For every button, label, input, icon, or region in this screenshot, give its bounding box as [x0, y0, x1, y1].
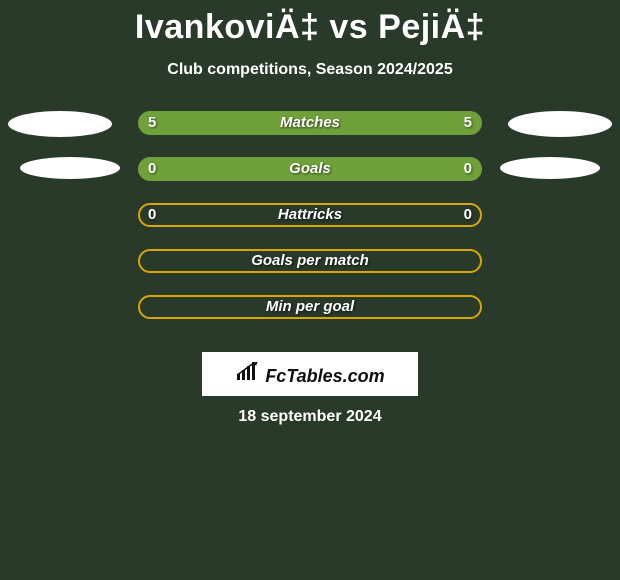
player-left-marker — [20, 157, 120, 179]
chart-icon — [235, 362, 261, 382]
page-subtitle: Club competitions, Season 2024/2025 — [0, 61, 620, 79]
stat-row: Hattricks00 — [0, 203, 620, 249]
stat-row: Goals per match — [0, 249, 620, 295]
stat-bar — [138, 295, 482, 319]
stat-row: Matches55 — [0, 111, 620, 157]
page-title: IvankoviÄ‡ vs PejiÄ‡ — [0, 0, 620, 47]
stat-row: Goals00 — [0, 157, 620, 203]
stat-row: Min per goal — [0, 295, 620, 341]
logo-text: FcTables.com — [265, 366, 384, 387]
stat-value-left: 0 — [148, 157, 156, 181]
stat-value-right: 0 — [464, 203, 472, 227]
date-label: 18 september 2024 — [0, 408, 620, 426]
stat-bar — [138, 249, 482, 273]
stat-value-left: 5 — [148, 111, 156, 135]
stat-value-left: 0 — [148, 203, 156, 227]
stat-bar — [138, 111, 482, 135]
player-right-marker — [500, 157, 600, 179]
player-right-marker — [508, 111, 612, 137]
stat-value-right: 0 — [464, 157, 472, 181]
stat-bar — [138, 203, 482, 227]
logo-box: FcTables.com — [202, 352, 418, 396]
stat-bar — [138, 157, 482, 181]
player-left-marker — [8, 111, 112, 137]
stat-rows: Matches55Goals00Hattricks00Goals per mat… — [0, 111, 620, 341]
comparison-infographic: IvankoviÄ‡ vs PejiÄ‡ Club competitions, … — [0, 0, 620, 580]
stat-value-right: 5 — [464, 111, 472, 135]
